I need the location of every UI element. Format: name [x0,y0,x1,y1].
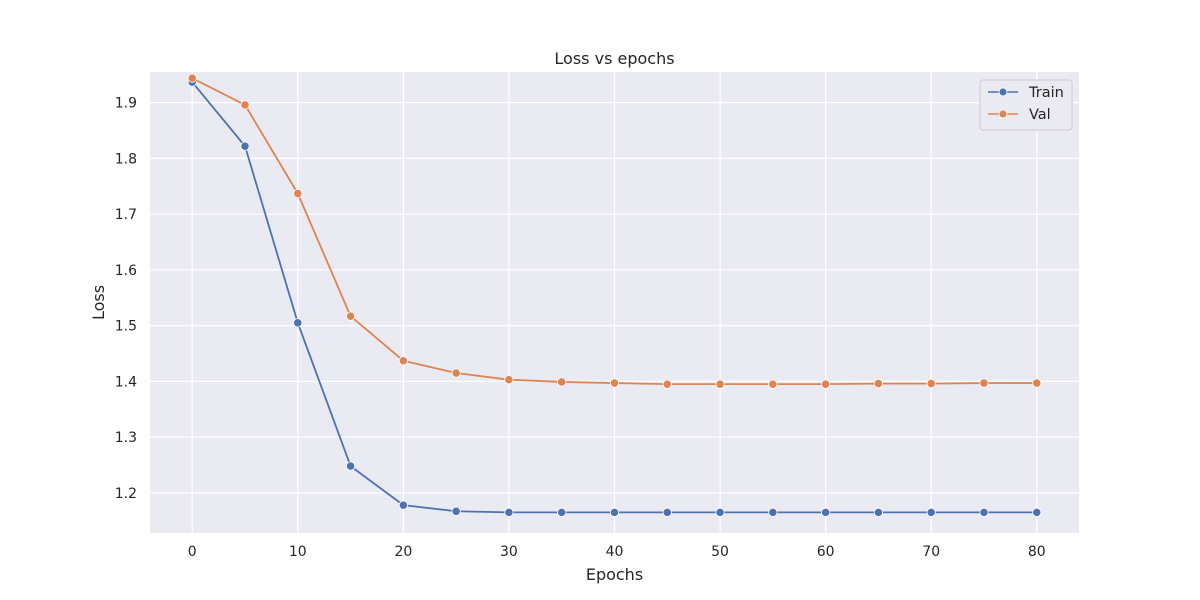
data-point [873,379,884,389]
series [187,73,1042,517]
legend-label-val: Val [1029,107,1051,123]
data-point [557,377,567,387]
data-point [821,507,831,517]
legend-marker-val [998,109,1008,119]
y-tick-label: 1.2 [115,486,137,502]
data-point [504,507,514,517]
y-tick-label: 1.5 [115,319,137,335]
data-point [240,100,250,110]
data-point [504,375,514,385]
series-train [187,77,1042,517]
y-tick-label: 1.8 [115,151,137,167]
data-point [768,507,778,517]
data-point [715,379,725,389]
x-tick-label: 40 [606,544,624,560]
data-point [293,188,303,199]
data-point [557,507,567,517]
data-point [609,507,620,517]
data-point [768,379,778,389]
data-point [821,379,831,389]
data-point [293,318,303,328]
data-point [979,378,989,388]
chart-title: Loss vs epochs [554,49,674,68]
grid [150,72,1079,533]
legend-label-train: Train [1028,85,1064,101]
data-point [345,311,356,321]
y-tick-label: 1.9 [115,96,137,112]
data-point [398,500,408,510]
x-axis-label: Epochs [586,565,643,584]
y-tick-label: 1.7 [115,207,137,223]
data-point [979,507,989,517]
data-point [1032,378,1042,388]
data-point [873,507,884,517]
y-tick-label: 1.3 [115,430,137,446]
data-point [240,141,250,151]
x-tick-label: 80 [1028,544,1046,560]
data-point [662,507,672,517]
x-tick-label: 70 [922,544,940,560]
data-point [715,507,725,517]
y-tick-label: 1.4 [115,374,137,390]
y-axis-label: Loss [89,285,108,320]
data-point [662,379,672,389]
x-tick-label: 20 [394,544,412,560]
data-point [451,506,461,516]
x-tick-label: 60 [817,544,835,560]
data-point [187,73,197,83]
tick-labels: 0 10 20 30 40 50 60 70 80 1.2 1.3 1.4 1.5 1.6 1.7 1.8 1.… [115,96,1046,560]
series-val [187,73,1042,389]
data-point [926,379,936,389]
x-tick-label: 30 [500,544,518,560]
data-point [609,378,620,388]
data-point [398,356,408,366]
x-tick-label: 10 [289,544,307,560]
y-tick-label: 1.6 [115,263,137,279]
legend-marker-train [998,87,1008,97]
data-point [926,507,936,517]
data-point [1032,507,1042,517]
x-tick-label: 0 [188,544,197,560]
legend: Train Val [979,79,1073,131]
x-tick-label: 50 [711,544,729,560]
data-point [451,368,461,378]
data-point [345,461,356,471]
